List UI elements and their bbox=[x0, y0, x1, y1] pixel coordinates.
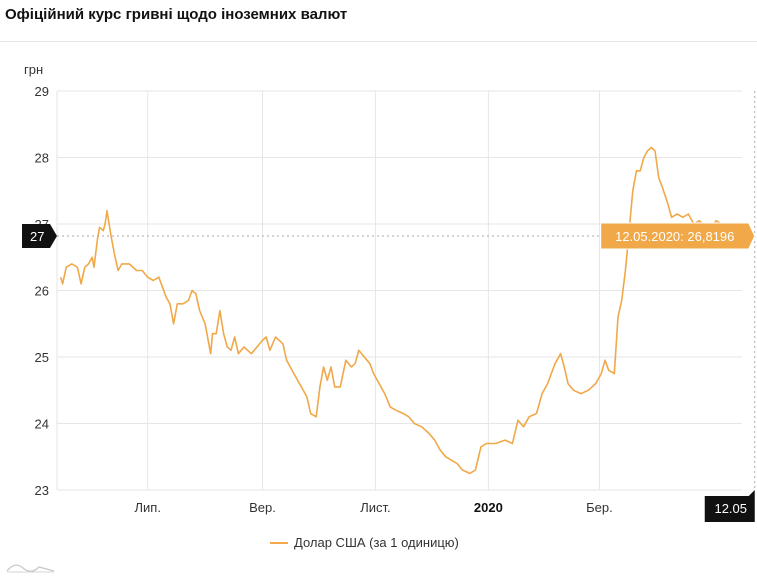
grid-lines bbox=[56, 90, 742, 491]
y-tick-label: 25 bbox=[35, 350, 49, 365]
x-tick-label: 2020 bbox=[474, 500, 503, 515]
y-tick-label: 28 bbox=[35, 151, 49, 166]
legend-swatch bbox=[270, 541, 288, 544]
tooltip: 12.05.2020: 26,8196 bbox=[600, 222, 756, 250]
y-tick-label: 29 bbox=[35, 84, 49, 99]
x-tick-label: Бер. bbox=[586, 500, 613, 515]
series-line-usd[interactable] bbox=[59, 146, 734, 475]
x-axis-ticks: Лип. Вер. Лист. 2020 Бер. bbox=[134, 500, 612, 515]
legend[interactable]: Долар США (за 1 одиницю) bbox=[270, 535, 459, 550]
y-tick-label: 24 bbox=[35, 417, 49, 432]
header-divider bbox=[0, 41, 757, 42]
x-marker-label: 12.05 bbox=[714, 501, 747, 516]
x-tick-label: Лист. bbox=[360, 500, 390, 515]
page-title: Офіційний курс гривні щодо іноземних вал… bbox=[5, 6, 348, 23]
crosshair-x-marker: 12.05 bbox=[704, 490, 755, 522]
x-tick-label: Лип. bbox=[134, 500, 160, 515]
crosshair-y-marker: 27 bbox=[22, 223, 57, 248]
legend-label: Долар США (за 1 одиницю) bbox=[294, 535, 459, 550]
y-marker-background bbox=[22, 223, 57, 248]
x-marker-background bbox=[704, 490, 755, 522]
y-marker-label: 27 bbox=[30, 229, 44, 244]
tooltip-background bbox=[600, 222, 756, 250]
y-axis-ticks: 23242526272829 bbox=[35, 84, 49, 498]
brand-logo bbox=[6, 564, 55, 573]
y-tick-label: 23 bbox=[35, 483, 49, 498]
x-tick-label: Вер. bbox=[249, 500, 276, 515]
tooltip-text: 12.05.2020: 26,8196 bbox=[615, 229, 734, 244]
y-tick-label: 26 bbox=[35, 284, 49, 299]
y-axis-label: грн bbox=[24, 62, 43, 77]
